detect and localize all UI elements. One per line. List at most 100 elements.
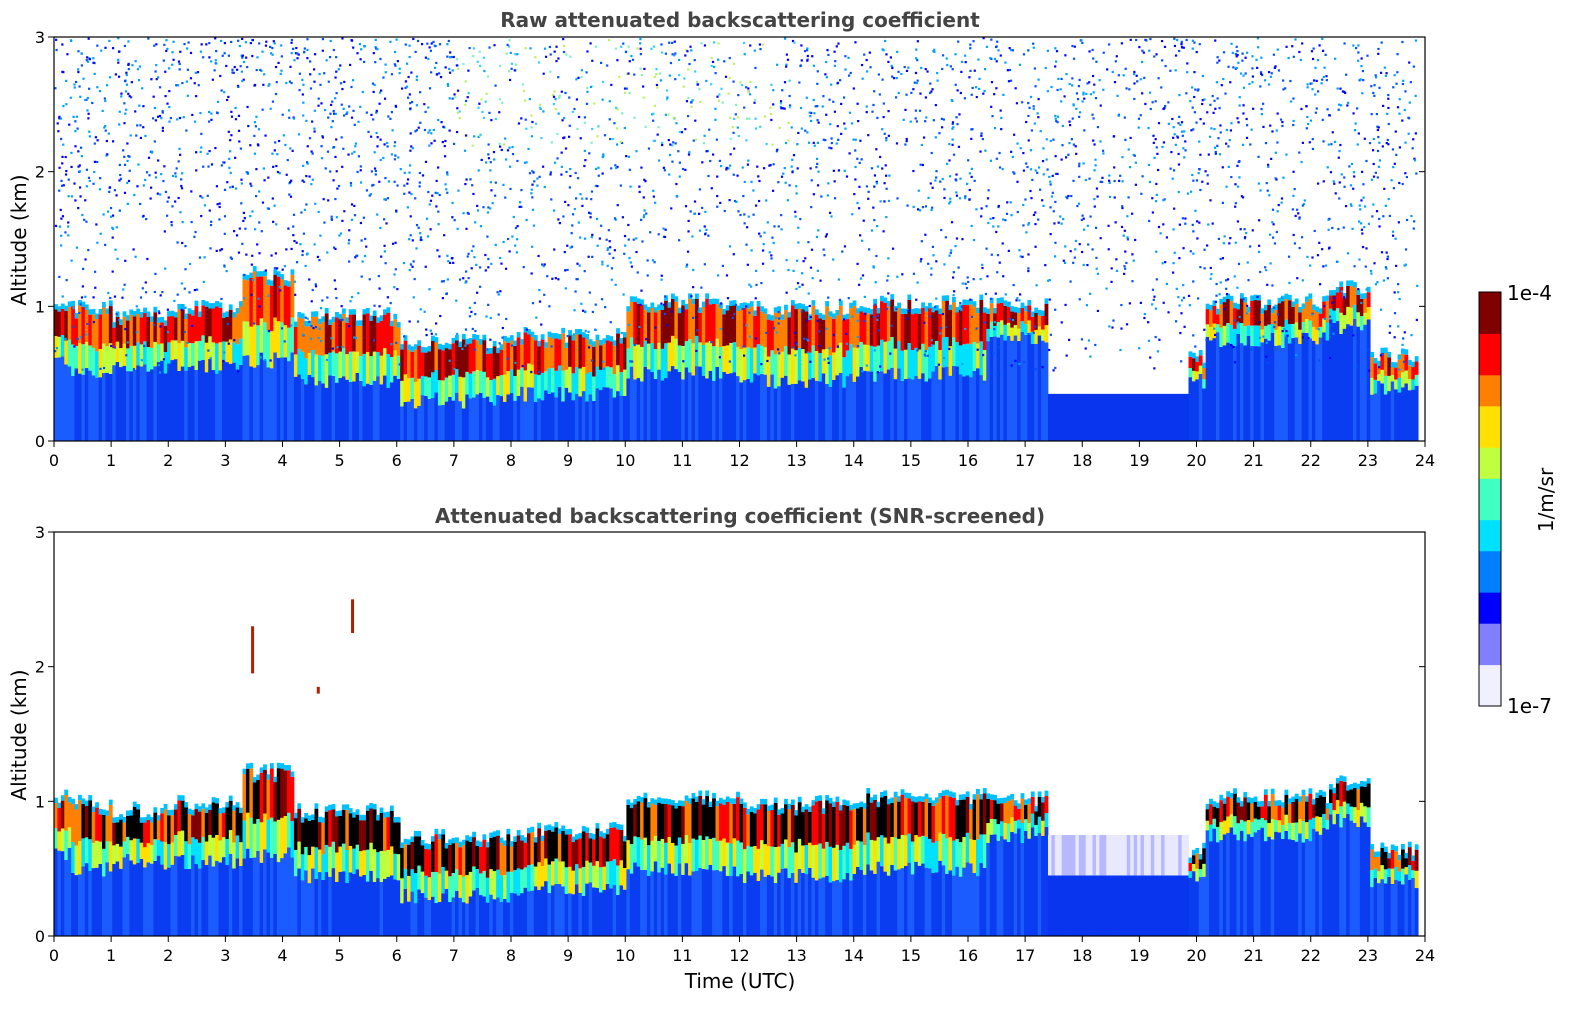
heatmap-cell [907,299,912,344]
noise-speckle [296,57,299,60]
heatmap-cell [914,308,919,314]
heatmap-cell [184,313,189,319]
noise-speckle [564,91,567,95]
noise-speckle [554,108,557,111]
noise-speckle [936,72,939,75]
heatmap-cell [564,369,569,388]
noise-speckle [226,322,229,326]
noise-speckle [270,254,273,257]
noise-speckle [799,217,802,221]
heatmap-cell [629,337,634,367]
noise-speckle [1385,141,1388,145]
noise-speckle [542,265,545,268]
noise-speckle [1014,359,1017,362]
noise-speckle [951,122,954,126]
heatmap-cell [900,380,905,441]
noise-speckle [1028,106,1031,109]
heatmap-cell [1342,315,1347,329]
noise-speckle [611,137,614,141]
noise-speckle [639,47,642,50]
noise-speckle [1086,263,1089,267]
noise-speckle [1250,348,1253,351]
noise-speckle [80,52,83,55]
noise-speckle [1126,215,1129,218]
noise-speckle [766,359,769,363]
noise-speckle [123,44,127,48]
heatmap-cell [612,397,617,441]
noise-speckle [487,157,491,160]
noise-speckle [463,149,467,152]
noise-speckle [1063,261,1067,265]
noise-speckle [802,260,805,263]
heatmap-cell [1339,286,1344,313]
noise-speckle [1077,85,1081,88]
noise-speckle [254,83,257,87]
noise-speckle [479,64,482,68]
noise-speckle [729,116,732,119]
noise-speckle [272,165,275,168]
noise-speckle [86,322,89,326]
heatmap-cell [660,304,665,310]
heatmap-cell [328,375,333,441]
noise-speckle [1008,301,1011,304]
noise-speckle [255,115,258,118]
heatmap-cell [173,359,178,441]
noise-speckle [205,43,208,46]
noise-speckle [410,346,414,349]
noise-speckle [638,185,641,188]
noise-speckle [614,218,617,221]
noise-speckle [359,181,363,184]
noise-speckle [931,344,934,347]
noise-speckle [632,238,635,241]
heatmap-cell [307,326,312,353]
heatmap-cell [660,380,665,441]
noise-speckle [1342,226,1345,229]
noise-speckle [754,86,757,89]
noise-speckle [1094,343,1097,347]
heatmap-cell [856,308,860,314]
noise-speckle [93,72,96,75]
noise-speckle [497,293,500,296]
heatmap-cell [1353,304,1357,319]
noise-speckle [1008,47,1011,50]
noise-speckle [1296,277,1299,280]
noise-speckle [1373,84,1376,87]
noise-speckle [454,96,457,99]
noise-speckle [961,282,964,285]
noise-speckle [340,305,343,308]
heatmap-cell [921,302,925,308]
heatmap-cell [698,366,703,441]
heatmap-cell [146,371,151,441]
heatmap-cell [1387,375,1392,392]
heatmap-cell [797,347,802,381]
noise-speckle [108,186,111,189]
noise-speckle [1393,291,1396,294]
heatmap-cell [448,375,452,397]
noise-speckle [1013,133,1016,136]
noise-speckle [439,75,443,79]
noise-speckle [931,206,934,209]
noise-speckle [116,257,119,260]
noise-speckle [1332,332,1335,335]
noise-speckle [601,260,604,263]
noise-speckle [1393,162,1396,165]
noise-speckle [290,52,293,55]
heatmap-cell [1188,356,1193,368]
noise-speckle [575,78,578,81]
heatmap-cell [67,306,72,340]
heatmap-cell [657,309,662,343]
heatmap-cell [773,388,778,441]
noise-speckle [208,42,211,45]
noise-speckle [170,221,173,224]
noise-speckle [996,40,999,43]
noise-speckle [220,248,224,251]
noise-speckle [574,171,577,175]
noise-speckle [794,210,797,213]
noise-speckle [125,73,128,77]
noise-speckle [1175,287,1178,290]
noise-speckle [104,125,107,128]
noise-speckle [60,179,63,182]
noise-speckle [301,93,304,96]
noise-speckle [1027,269,1030,273]
noise-speckle [1360,228,1364,231]
